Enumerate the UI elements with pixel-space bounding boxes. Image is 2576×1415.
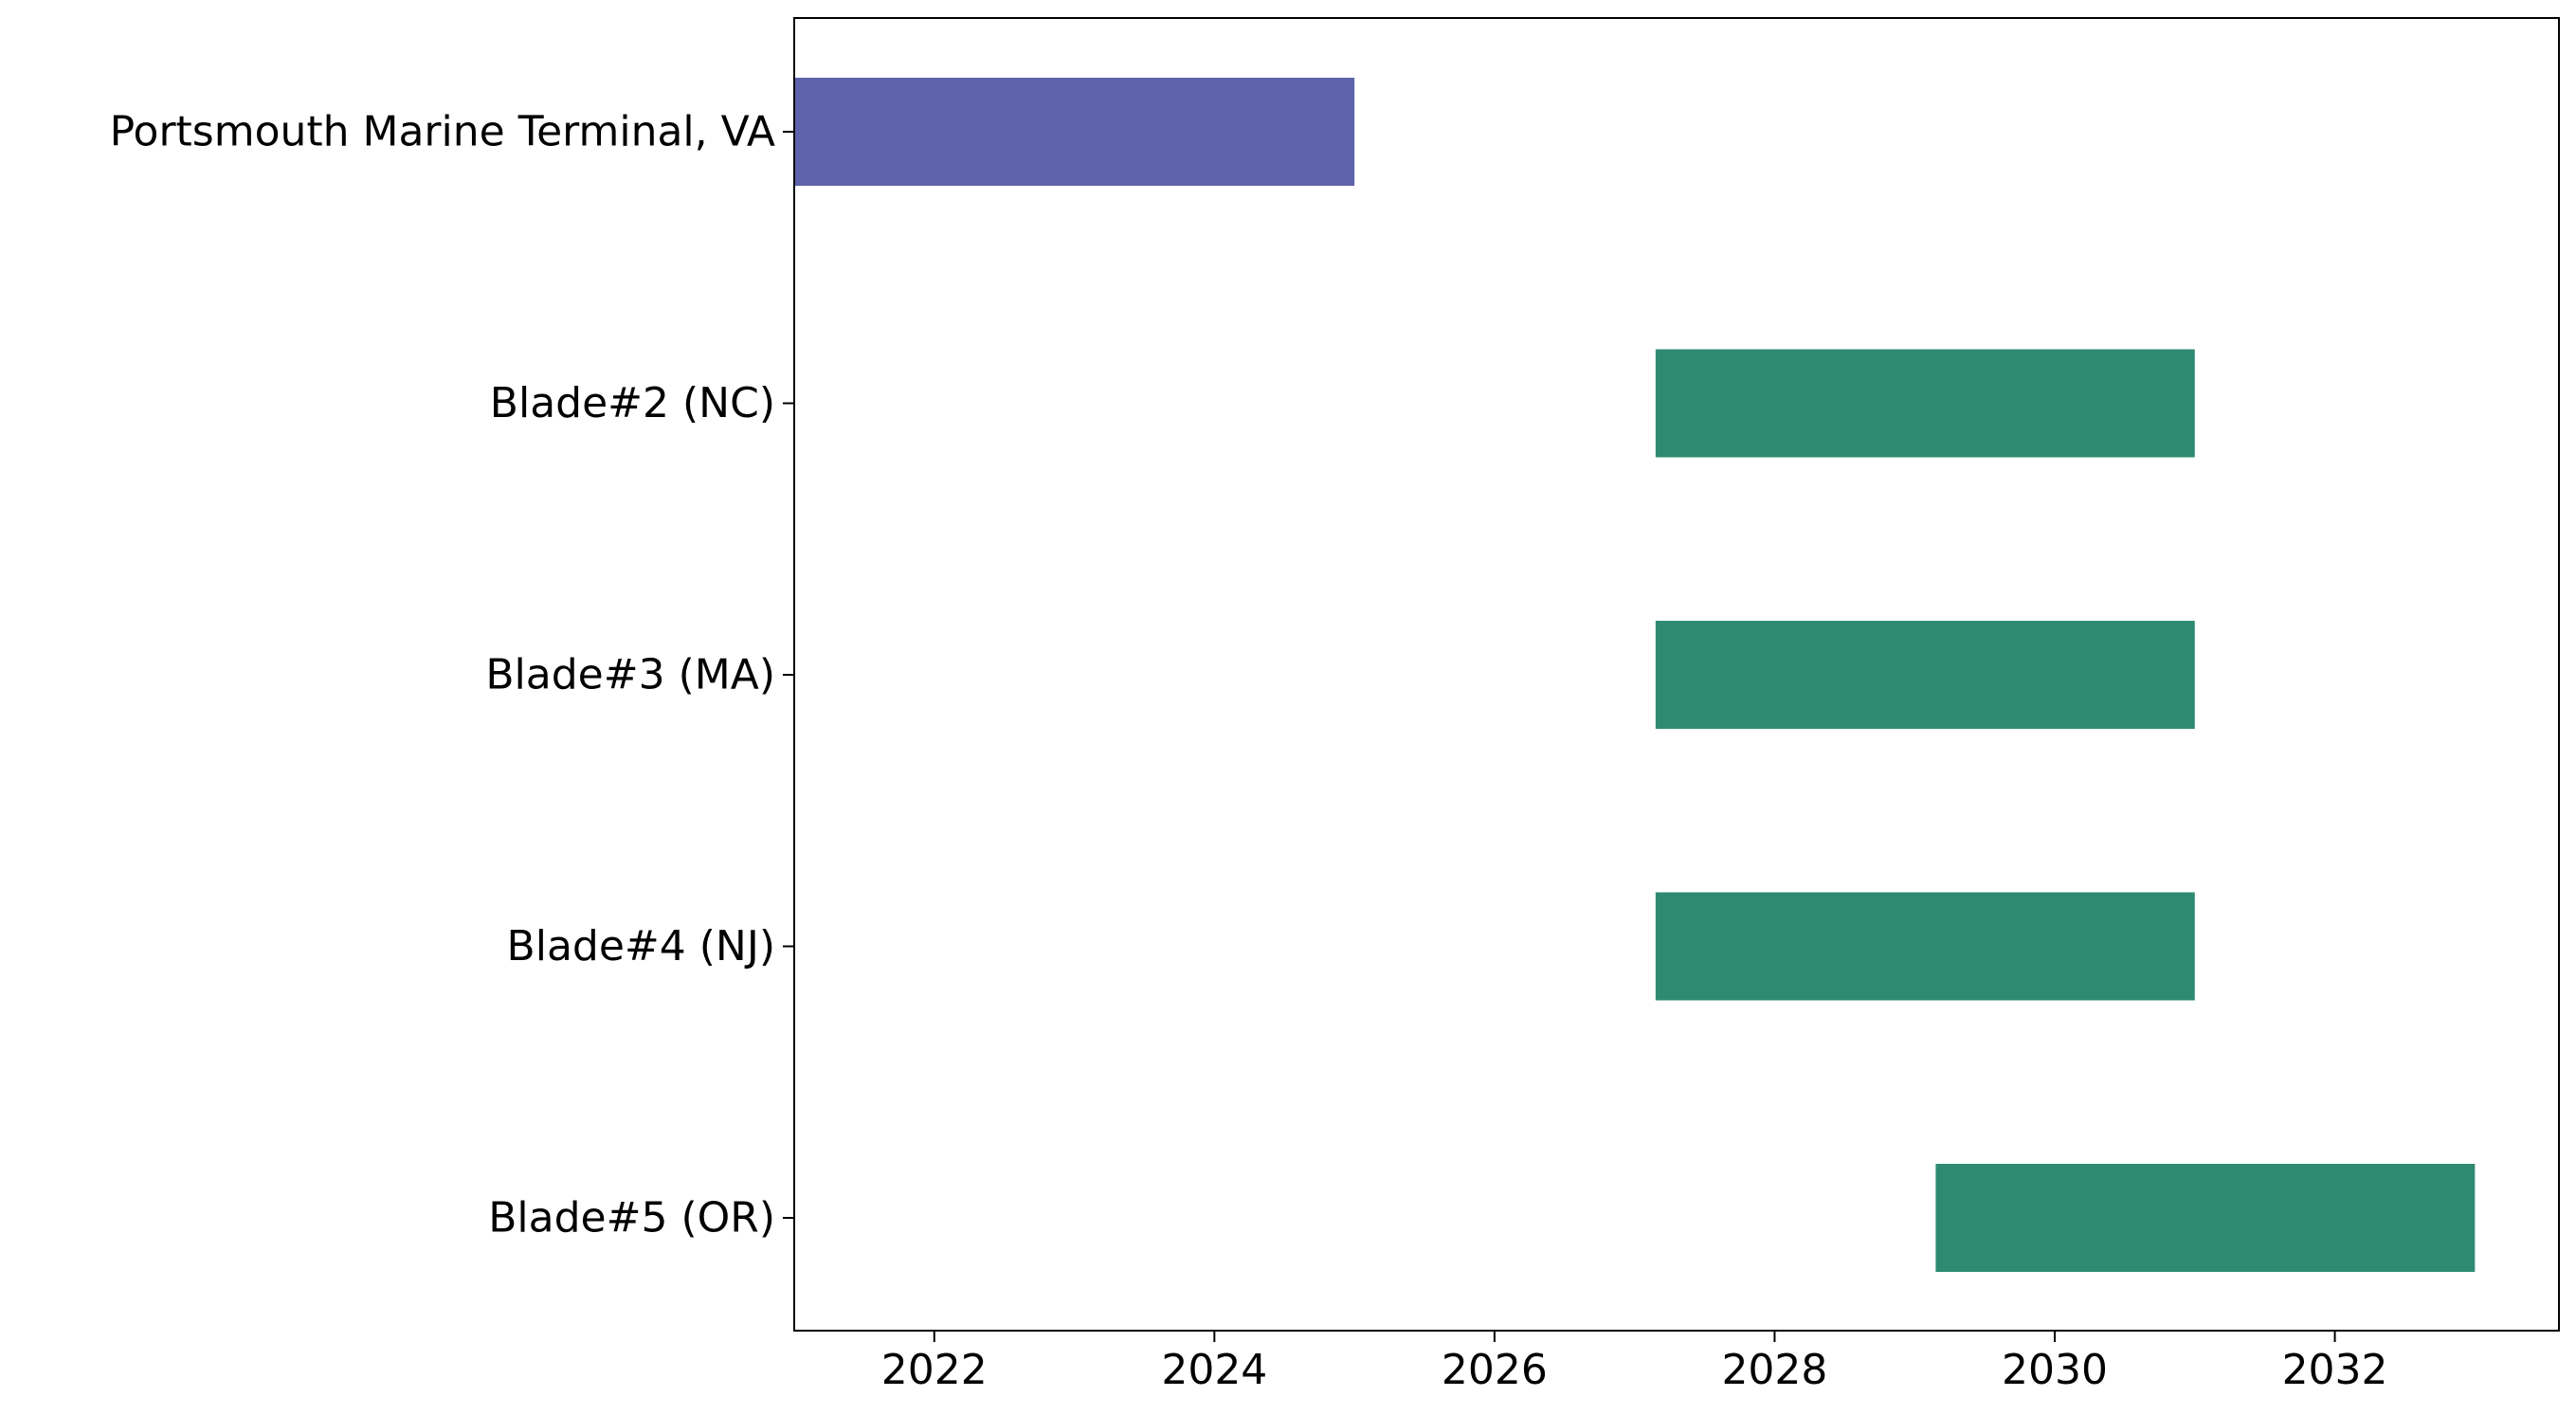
bars-layer [794,78,2476,1272]
y-tick-label: Blade#5 (OR) [488,1194,775,1243]
x-tick-label: 2026 [1442,1346,1548,1394]
x-tick-label: 2032 [2282,1346,2388,1394]
y-tick-label: Blade#2 (NC) [490,379,775,427]
x-tick-label: 2024 [1161,1346,1267,1394]
gantt-bar-1 [794,78,1355,186]
gantt-bar-3 [1655,621,2195,729]
x-axis: 2022 2024 2026 2028 2030 2032 [881,1331,2388,1394]
y-tick-label: Blade#4 (NJ) [507,922,775,971]
y-axis: Portsmouth Marine Terminal, VA Blade#2 (N… [110,108,794,1243]
gantt-bar-4 [1655,892,2195,1001]
gantt-bar-5 [1935,1164,2476,1272]
y-tick-label: Blade#3 (MA) [485,651,775,699]
gantt-bar-2 [1655,349,2195,458]
y-tick-label: Portsmouth Marine Terminal, VA [110,108,775,156]
x-tick-label: 2028 [1721,1346,1827,1394]
x-tick-label: 2030 [2002,1346,2108,1394]
x-tick-label: 2022 [881,1346,988,1394]
